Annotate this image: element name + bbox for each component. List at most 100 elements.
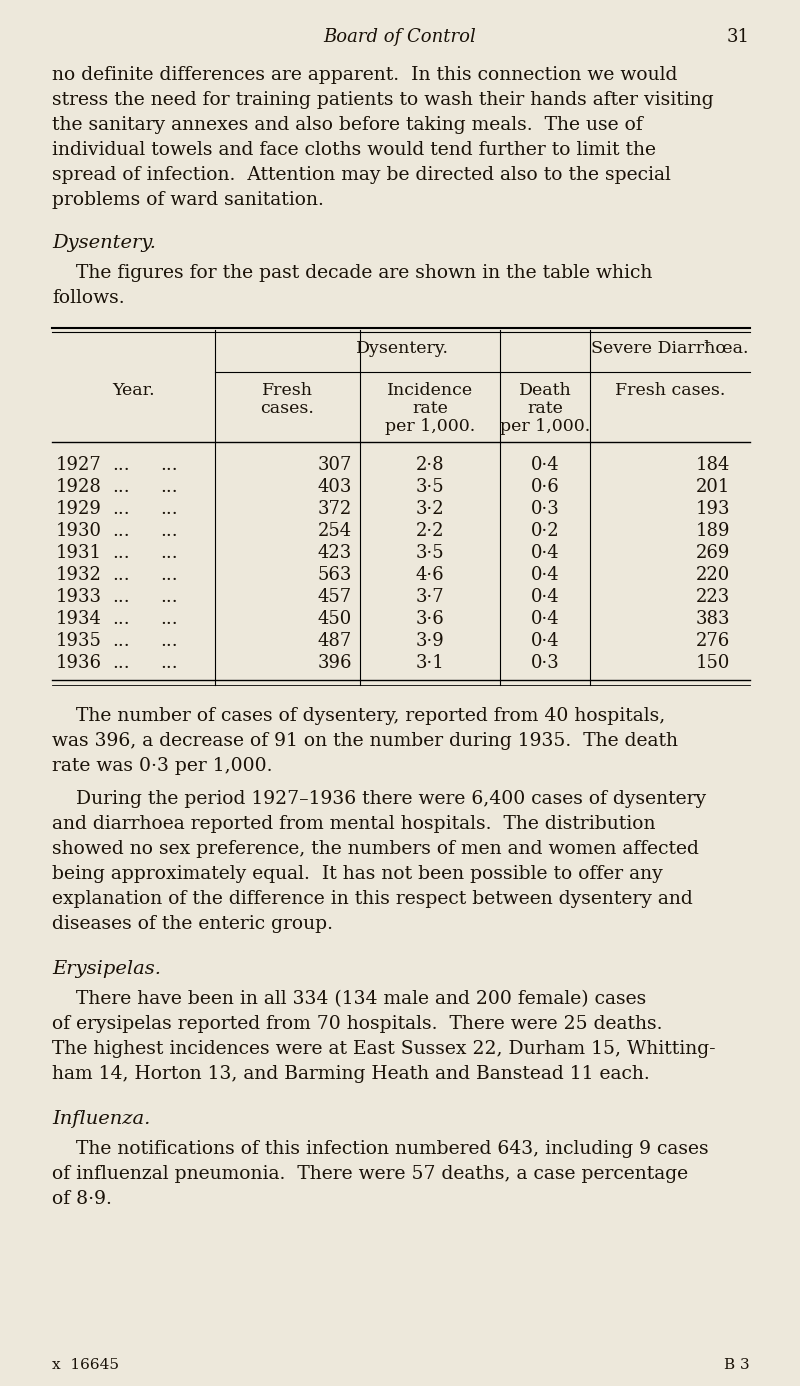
Text: 383: 383 [695,610,730,628]
Text: 0·4: 0·4 [530,565,559,584]
Text: ...: ... [112,456,130,474]
Text: ...: ... [112,610,130,628]
Text: 0·6: 0·6 [530,478,559,496]
Text: 193: 193 [695,500,730,518]
Text: ...: ... [160,500,178,518]
Text: B 3: B 3 [724,1358,750,1372]
Text: ...: ... [160,588,178,606]
Text: 0·4: 0·4 [530,610,559,628]
Text: no definite differences are apparent.  In this connection we would: no definite differences are apparent. In… [52,67,678,85]
Text: of 8·9.: of 8·9. [52,1191,112,1209]
Text: 396: 396 [318,654,352,672]
Text: explanation of the difference in this respect between dysentery and: explanation of the difference in this re… [52,890,693,908]
Text: ...: ... [112,654,130,672]
Text: 4·6: 4·6 [416,565,444,584]
Text: 31: 31 [727,28,750,46]
Text: follows.: follows. [52,290,125,308]
Text: 0·3: 0·3 [530,654,559,672]
Text: 1931: 1931 [56,543,102,561]
Text: 423: 423 [318,543,352,561]
Text: ...: ... [160,523,178,541]
Text: ...: ... [160,478,178,496]
Text: 220: 220 [696,565,730,584]
Text: per 1,000.: per 1,000. [385,419,475,435]
Text: 1927: 1927 [56,456,102,474]
Text: per 1,000.: per 1,000. [500,419,590,435]
Text: 2·8: 2·8 [416,456,444,474]
Text: being approximately equal.  It has not been possible to offer any: being approximately equal. It has not be… [52,865,662,883]
Text: ...: ... [160,543,178,561]
Text: Fresh: Fresh [262,383,313,399]
Text: 487: 487 [318,632,352,650]
Text: 0·4: 0·4 [530,543,559,561]
Text: Dysentery.: Dysentery. [356,340,449,358]
Text: ...: ... [112,588,130,606]
Text: 1928: 1928 [56,478,102,496]
Text: The notifications of this infection numbered 643, including 9 cases: The notifications of this infection numb… [52,1141,709,1157]
Text: 0·2: 0·2 [530,523,559,541]
Text: Severe Diarrħœa.: Severe Diarrħœa. [591,340,749,358]
Text: Dysentery.: Dysentery. [52,234,156,252]
Text: 3·1: 3·1 [416,654,444,672]
Text: 0·4: 0·4 [530,588,559,606]
Text: 0·4: 0·4 [530,632,559,650]
Text: diseases of the enteric group.: diseases of the enteric group. [52,915,333,933]
Text: Fresh cases.: Fresh cases. [615,383,725,399]
Text: ...: ... [160,610,178,628]
Text: 450: 450 [318,610,352,628]
Text: 254: 254 [318,523,352,541]
Text: ...: ... [160,654,178,672]
Text: 276: 276 [696,632,730,650]
Text: ...: ... [160,632,178,650]
Text: 1930: 1930 [56,523,102,541]
Text: rate: rate [527,401,563,417]
Text: 269: 269 [696,543,730,561]
Text: 3·9: 3·9 [416,632,444,650]
Text: Death: Death [518,383,571,399]
Text: The highest incidences were at East Sussex 22, Durham 15, Whitting-: The highest incidences were at East Suss… [52,1040,716,1058]
Text: 1936: 1936 [56,654,102,672]
Text: 1929: 1929 [56,500,102,518]
Text: 201: 201 [696,478,730,496]
Text: 1935: 1935 [56,632,102,650]
Text: ...: ... [160,565,178,584]
Text: the sanitary annexes and also before taking meals.  The use of: the sanitary annexes and also before tak… [52,116,642,134]
Text: 3·7: 3·7 [416,588,444,606]
Text: 223: 223 [696,588,730,606]
Text: 1933: 1933 [56,588,102,606]
Text: ...: ... [112,565,130,584]
Text: Year.: Year. [112,383,155,399]
Text: Board of Control: Board of Control [324,28,476,46]
Text: rate was 0·3 per 1,000.: rate was 0·3 per 1,000. [52,757,273,775]
Text: During the period 1927–1936 there were 6,400 cases of dysentery: During the period 1927–1936 there were 6… [52,790,706,808]
Text: 150: 150 [696,654,730,672]
Text: 457: 457 [318,588,352,606]
Text: ...: ... [160,456,178,474]
Text: rate: rate [412,401,448,417]
Text: and diarrhoea reported from mental hospitals.  The distribution: and diarrhoea reported from mental hospi… [52,815,655,833]
Text: ...: ... [112,632,130,650]
Text: was 396, a decrease of 91 on the number during 1935.  The death: was 396, a decrease of 91 on the number … [52,732,678,750]
Text: 1932: 1932 [56,565,102,584]
Text: ...: ... [112,523,130,541]
Text: of influenzal pneumonia.  There were 57 deaths, a case percentage: of influenzal pneumonia. There were 57 d… [52,1166,688,1184]
Text: 189: 189 [695,523,730,541]
Text: 184: 184 [696,456,730,474]
Text: 3·2: 3·2 [416,500,444,518]
Text: 1934: 1934 [56,610,102,628]
Text: 372: 372 [318,500,352,518]
Text: cases.: cases. [261,401,314,417]
Text: ...: ... [112,543,130,561]
Text: x  16645: x 16645 [52,1358,119,1372]
Text: 0·3: 0·3 [530,500,559,518]
Text: Incidence: Incidence [387,383,473,399]
Text: individual towels and face cloths would tend further to limit the: individual towels and face cloths would … [52,141,656,159]
Text: 3·6: 3·6 [416,610,444,628]
Text: 307: 307 [318,456,352,474]
Text: 403: 403 [318,478,352,496]
Text: 3·5: 3·5 [416,478,444,496]
Text: Influenza.: Influenza. [52,1110,150,1128]
Text: 3·5: 3·5 [416,543,444,561]
Text: ...: ... [112,500,130,518]
Text: 0·4: 0·4 [530,456,559,474]
